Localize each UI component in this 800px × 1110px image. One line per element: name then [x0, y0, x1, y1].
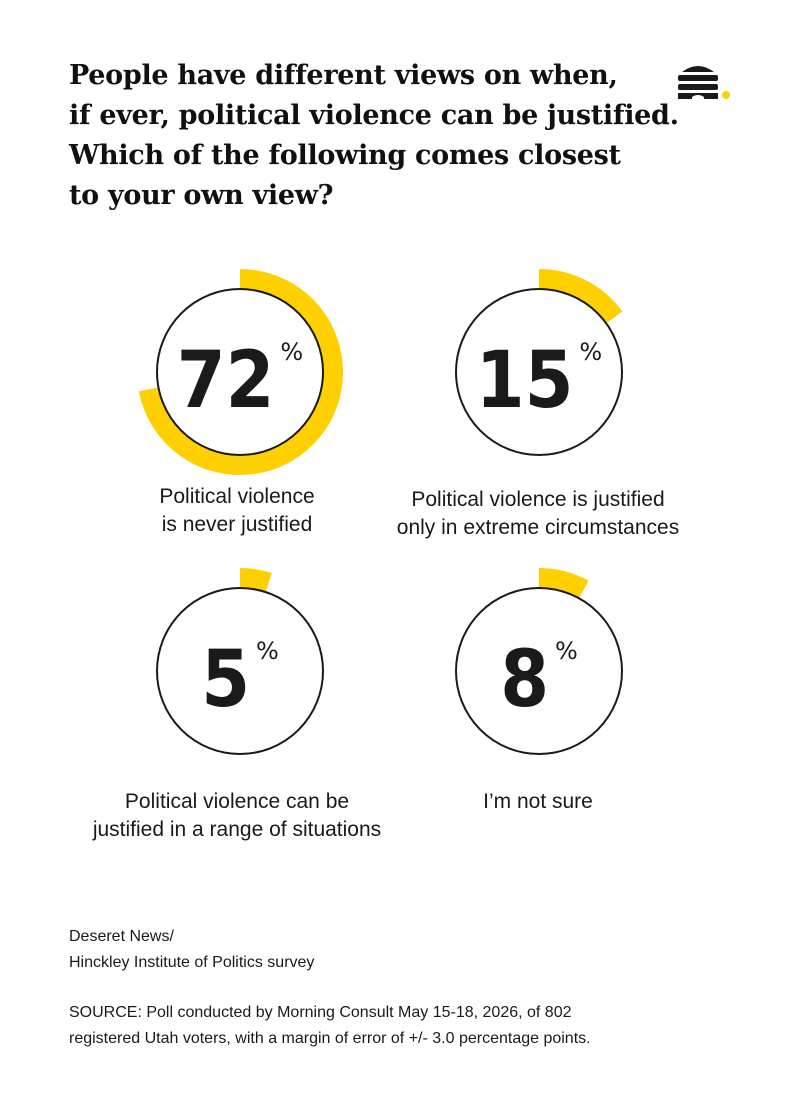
percent-sign: %: [280, 338, 303, 366]
label-line: is never justified: [161, 513, 313, 536]
title-line: People have different views on when,: [69, 60, 618, 91]
label-line: Political violence: [159, 485, 315, 508]
source-text: SOURCE: Poll conducted by Morning Consul…: [69, 1004, 572, 1021]
percent-value: 72: [177, 336, 275, 426]
beehive-logo-icon: [678, 64, 734, 104]
percent-sign: %: [256, 637, 279, 665]
title-line: Which of the following comes closest: [69, 140, 621, 171]
label-line: I’m not sure: [483, 790, 593, 813]
donut-arc: [538, 269, 623, 324]
source-text: registered Utah voters, with a margin of…: [69, 1030, 591, 1047]
title-line: if ever, political violence can be justi…: [69, 100, 679, 131]
label-line: justified in a range of situations: [92, 818, 382, 841]
donut-outline: [455, 288, 623, 456]
credit-text: Hinckley Institute of Politics survey: [69, 954, 315, 971]
category-label: Political violence is never justified: [77, 483, 397, 539]
donut-arc: [138, 269, 343, 475]
donut-chart-extreme-circumstances: 15 %: [429, 262, 649, 482]
donut-outline: [455, 587, 623, 755]
donut-arc: [239, 568, 272, 593]
credit-text: Deseret News/: [69, 928, 174, 945]
category-label: Political violence is justified only in …: [378, 486, 698, 542]
source-note: SOURCE: Poll conducted by Morning Consul…: [69, 1000, 749, 1052]
label-line: Political violence is justified: [411, 488, 665, 511]
label-line: only in extreme circumstances: [396, 516, 680, 539]
percent-sign: %: [579, 338, 602, 366]
donut-outline: [156, 587, 324, 755]
category-label: I’m not sure: [378, 788, 698, 816]
donut-outline: [156, 288, 324, 456]
donut-chart-range-of-situations: 5 %: [130, 561, 350, 781]
donut-chart-never-justified: 72 %: [130, 262, 350, 482]
chart-title: People have different views on when, if …: [69, 56, 679, 216]
label-line: Political violence can be: [124, 790, 350, 813]
title-line: to your own view?: [69, 180, 334, 211]
donut-chart-not-sure: 8 %: [429, 561, 649, 781]
percent-value: 8: [500, 635, 549, 725]
category-label: Political violence can be justified in a…: [77, 788, 397, 844]
percent-value: 15: [476, 336, 574, 426]
credit-line: Deseret News/ Hinckley Institute of Poli…: [69, 924, 314, 976]
percent-value: 5: [201, 635, 250, 725]
percent-sign: %: [555, 637, 578, 665]
donut-arc: [538, 568, 589, 599]
